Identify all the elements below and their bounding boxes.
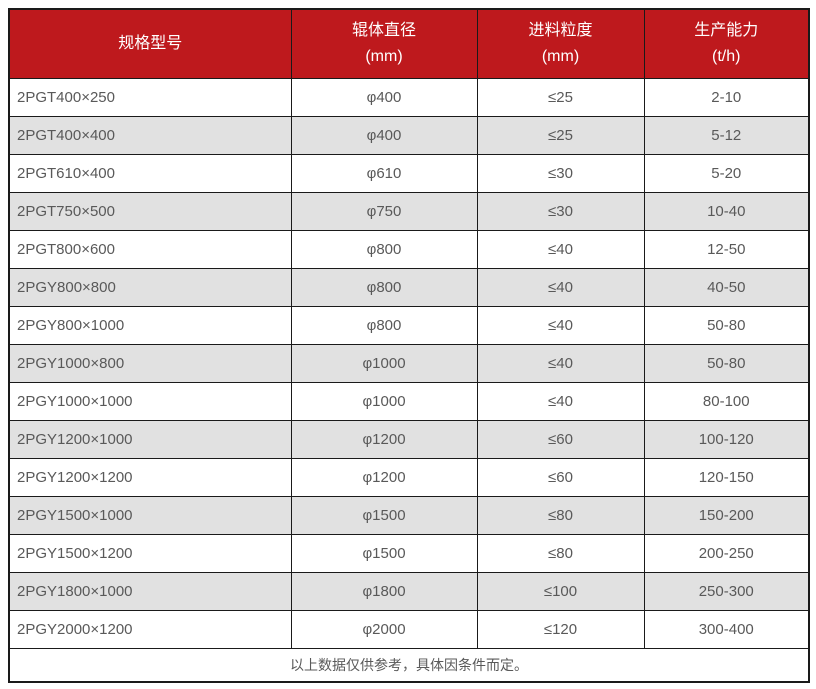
capacity-cell: 12-50 <box>643 229 810 269</box>
model-cell: 2PGY800×800 <box>8 267 292 307</box>
header-feed-size-title: 进料粒度 <box>528 21 593 39</box>
feed-size-cell: ≤80 <box>476 495 645 535</box>
table-header: 规格型号 辊体直径 (mm) 进料粒度 (mm) 生产能力 (t/h) <box>8 8 810 79</box>
diameter-cell: φ1800 <box>290 571 478 611</box>
feed-size-cell: ≤120 <box>476 609 645 649</box>
table-row: 2PGT610×400 φ610 ≤30 5-20 <box>8 153 810 193</box>
diameter-cell: φ1200 <box>290 457 478 497</box>
table-row: 2PGY800×800 φ800 ≤40 40-50 <box>8 267 810 307</box>
header-roller-diameter: 辊体直径 (mm) <box>290 8 478 79</box>
header-capacity-title: 生产能力 <box>694 21 759 39</box>
table-body: 2PGT400×250 φ400 ≤25 2-10 2PGT400×400 φ400 ≤25… <box>8 77 810 649</box>
feed-size-cell: ≤60 <box>476 419 645 459</box>
model-cell: 2PGY1200×1000 <box>8 419 292 459</box>
diameter-cell: φ1500 <box>290 533 478 573</box>
feed-size-cell: ≤40 <box>476 343 645 383</box>
model-cell: 2PGY1800×1000 <box>8 571 292 611</box>
feed-size-cell: ≤40 <box>476 229 645 269</box>
feed-size-cell: ≤25 <box>476 77 645 117</box>
table-row: 2PGY1200×1000 φ1200 ≤60 100-120 <box>8 419 810 459</box>
feed-size-cell: ≤60 <box>476 457 645 497</box>
feed-size-cell: ≤30 <box>476 153 645 193</box>
feed-size-cell: ≤80 <box>476 533 645 573</box>
feed-size-cell: ≤40 <box>476 381 645 421</box>
capacity-cell: 5-12 <box>643 115 810 155</box>
diameter-cell: φ2000 <box>290 609 478 649</box>
header-model-title: 规格型号 <box>118 34 183 52</box>
table-row: 2PGT400×250 φ400 ≤25 2-10 <box>8 77 810 117</box>
capacity-cell: 150-200 <box>643 495 810 535</box>
table-row: 2PGY1200×1200 φ1200 ≤60 120-150 <box>8 457 810 497</box>
diameter-cell: φ1000 <box>290 381 478 421</box>
diameter-cell: φ610 <box>290 153 478 193</box>
table-row: 2PGT400×400 φ400 ≤25 5-12 <box>8 115 810 155</box>
spec-table: 规格型号 辊体直径 (mm) 进料粒度 (mm) 生产能力 (t/h) 2PGT… <box>8 8 810 683</box>
diameter-cell: φ750 <box>290 191 478 231</box>
model-cell: 2PGY1200×1200 <box>8 457 292 497</box>
feed-size-cell: ≤40 <box>476 267 645 307</box>
diameter-cell: φ800 <box>290 267 478 307</box>
table-row: 2PGY800×1000 φ800 ≤40 50-80 <box>8 305 810 345</box>
feed-size-cell: ≤25 <box>476 115 645 155</box>
capacity-cell: 10-40 <box>643 191 810 231</box>
model-cell: 2PGT400×250 <box>8 77 292 117</box>
diameter-cell: φ1000 <box>290 343 478 383</box>
capacity-cell: 300-400 <box>643 609 810 649</box>
capacity-cell: 50-80 <box>643 343 810 383</box>
model-cell: 2PGT400×400 <box>8 115 292 155</box>
header-row: 规格型号 辊体直径 (mm) 进料粒度 (mm) 生产能力 (t/h) <box>8 8 810 79</box>
diameter-cell: φ1200 <box>290 419 478 459</box>
model-cell: 2PGY1000×1000 <box>8 381 292 421</box>
diameter-cell: φ400 <box>290 115 478 155</box>
table-row: 2PGT800×600 φ800 ≤40 12-50 <box>8 229 810 269</box>
table-row: 2PGY1000×1000 φ1000 ≤40 80-100 <box>8 381 810 421</box>
model-cell: 2PGT610×400 <box>8 153 292 193</box>
feed-size-cell: ≤30 <box>476 191 645 231</box>
capacity-cell: 2-10 <box>643 77 810 117</box>
header-capacity-unit: (t/h) <box>712 47 741 65</box>
header-feed-size-unit: (mm) <box>541 47 580 65</box>
header-feed-size: 进料粒度 (mm) <box>476 8 645 79</box>
table-row: 2PGY2000×1200 φ2000 ≤120 300-400 <box>8 609 810 649</box>
feed-size-cell: ≤100 <box>476 571 645 611</box>
diameter-cell: φ800 <box>290 305 478 345</box>
capacity-cell: 40-50 <box>643 267 810 307</box>
model-cell: 2PGY2000×1200 <box>8 609 292 649</box>
capacity-cell: 5-20 <box>643 153 810 193</box>
model-cell: 2PGY1000×800 <box>8 343 292 383</box>
model-cell: 2PGY1500×1200 <box>8 533 292 573</box>
header-model: 规格型号 <box>8 8 292 79</box>
header-capacity: 生产能力 (t/h) <box>643 8 810 79</box>
footer-row: 以上数据仅供参考，具体因条件而定。 <box>8 647 810 683</box>
capacity-cell: 120-150 <box>643 457 810 497</box>
table-row: 2PGY1000×800 φ1000 ≤40 50-80 <box>8 343 810 383</box>
footer-note: 以上数据仅供参考，具体因条件而定。 <box>8 647 810 683</box>
capacity-cell: 250-300 <box>643 571 810 611</box>
diameter-cell: φ800 <box>290 229 478 269</box>
header-roller-diameter-unit: (mm) <box>365 47 403 65</box>
model-cell: 2PGT750×500 <box>8 191 292 231</box>
table-row: 2PGY1500×1000 φ1500 ≤80 150-200 <box>8 495 810 535</box>
model-cell: 2PGY1500×1000 <box>8 495 292 535</box>
table-row: 2PGY1800×1000 φ1800 ≤100 250-300 <box>8 571 810 611</box>
table-footer: 以上数据仅供参考，具体因条件而定。 <box>8 647 810 683</box>
table-row: 2PGT750×500 φ750 ≤30 10-40 <box>8 191 810 231</box>
capacity-cell: 50-80 <box>643 305 810 345</box>
capacity-cell: 80-100 <box>643 381 810 421</box>
header-roller-diameter-title: 辊体直径 <box>351 21 416 39</box>
capacity-cell: 200-250 <box>643 533 810 573</box>
capacity-cell: 100-120 <box>643 419 810 459</box>
table-row: 2PGY1500×1200 φ1500 ≤80 200-250 <box>8 533 810 573</box>
model-cell: 2PGT800×600 <box>8 229 292 269</box>
diameter-cell: φ1500 <box>290 495 478 535</box>
diameter-cell: φ400 <box>290 77 478 117</box>
model-cell: 2PGY800×1000 <box>8 305 292 345</box>
feed-size-cell: ≤40 <box>476 305 645 345</box>
